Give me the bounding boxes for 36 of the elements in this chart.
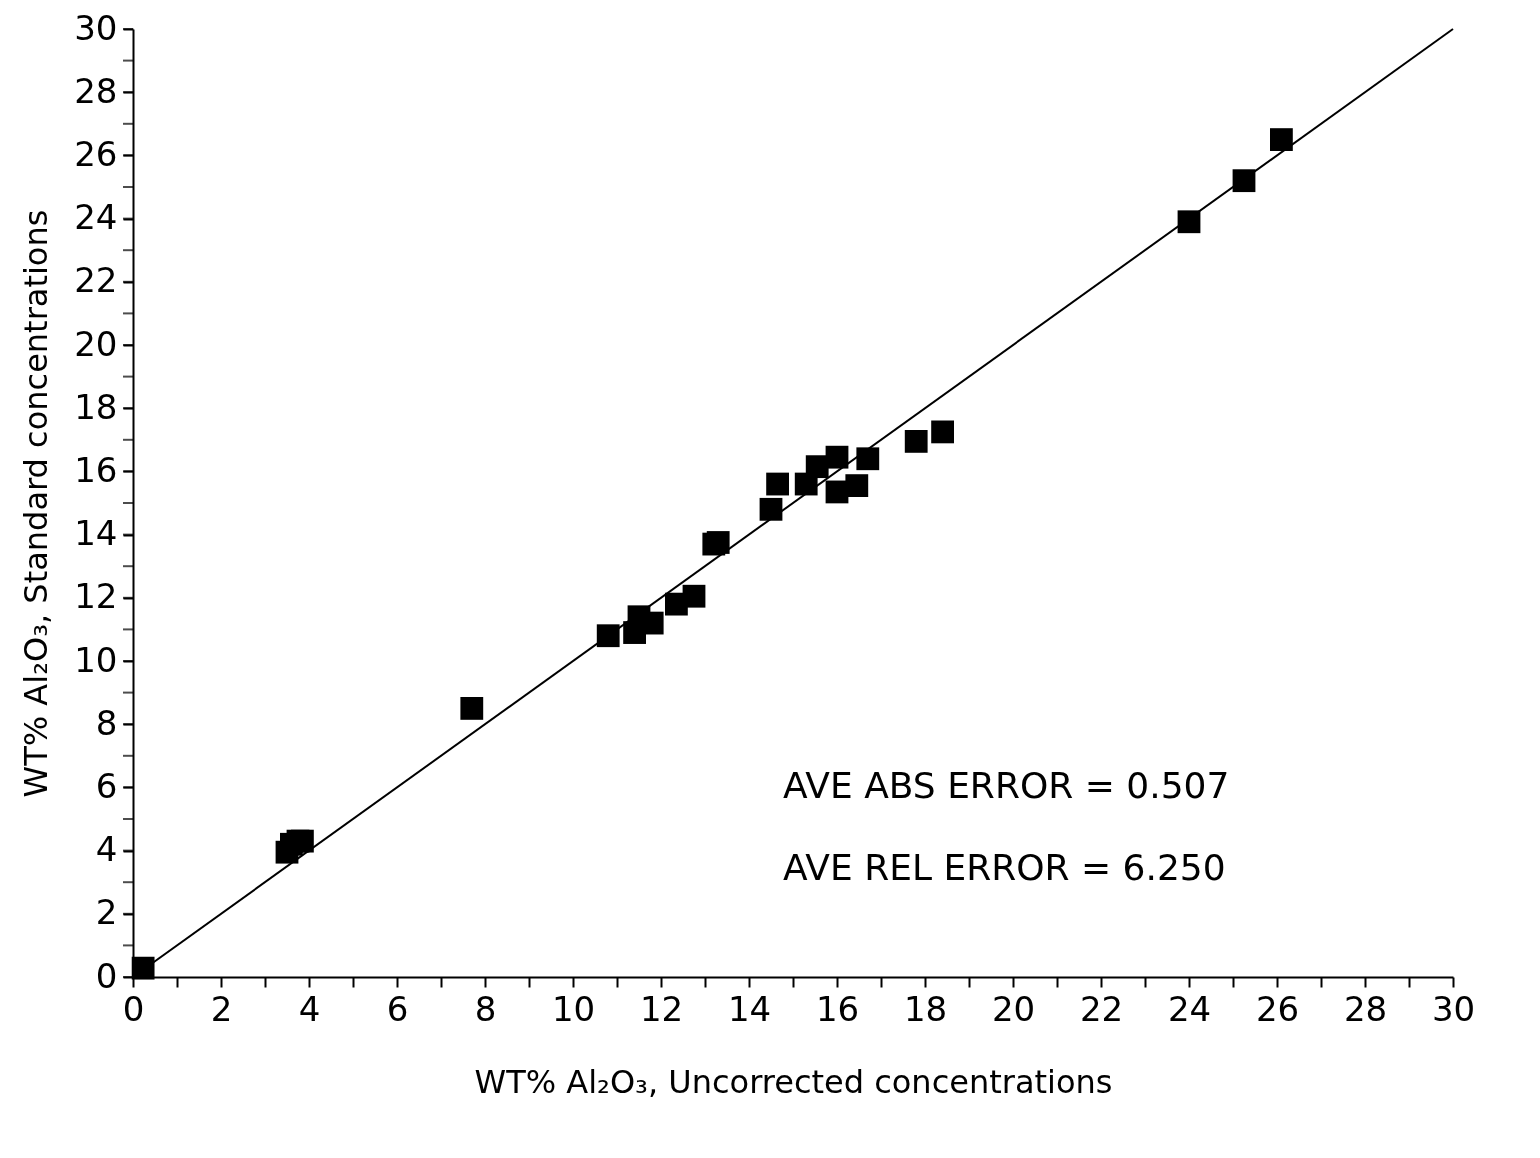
- x-tick-label: 28: [1343, 988, 1388, 1029]
- x-tick-label: 6: [386, 988, 409, 1029]
- y-tick-label: 6: [95, 765, 118, 806]
- y-tick-label: 26: [74, 133, 118, 174]
- x-tick-label: 4: [298, 988, 321, 1029]
- x-tick-label: 14: [727, 988, 772, 1029]
- y-tick-label: 8: [95, 702, 118, 743]
- y-tick-label: 18: [74, 386, 118, 427]
- x-axis-title: WT% Al₂O₃, Uncorrected concentrations: [474, 1062, 1113, 1101]
- x-tick-label: 10: [551, 988, 596, 1029]
- y-tick-label: 20: [74, 323, 118, 364]
- x-tick-label: 18: [903, 988, 948, 1029]
- x-tick-label: 2: [210, 988, 233, 1029]
- annotation: AVE ABS ERROR = 0.507: [783, 765, 1230, 806]
- x-tick-label: 0: [122, 988, 145, 1029]
- y-tick-label: 22: [74, 260, 118, 301]
- y-tick-label: 2: [95, 892, 118, 933]
- y-tick-label: 28: [74, 70, 118, 111]
- y-tick-label: 30: [74, 7, 118, 48]
- y-axis-title: WT% Al₂O₃, Standard concentrations: [17, 209, 56, 798]
- x-tick-label: 26: [1255, 988, 1300, 1029]
- x-tick-label: 22: [1079, 988, 1124, 1029]
- y-tick-label: 10: [74, 639, 118, 680]
- y-tick-label: 0: [95, 955, 118, 996]
- x-tick-label: 16: [815, 988, 860, 1029]
- y-tick-label: 16: [74, 449, 118, 490]
- y-tick-label: 12: [74, 576, 118, 617]
- x-tick-label: 8: [474, 988, 497, 1029]
- y-tick-label: 24: [74, 197, 118, 238]
- x-tick-label: 30: [1431, 988, 1476, 1029]
- x-tick-label: 12: [639, 988, 684, 1029]
- x-tick-label: 24: [1167, 988, 1212, 1029]
- x-tick-label: 20: [991, 988, 1036, 1029]
- y-tick-label: 14: [74, 513, 118, 554]
- annotation: AVE REL ERROR = 6.250: [783, 847, 1226, 888]
- y-tick-label: 4: [95, 829, 118, 870]
